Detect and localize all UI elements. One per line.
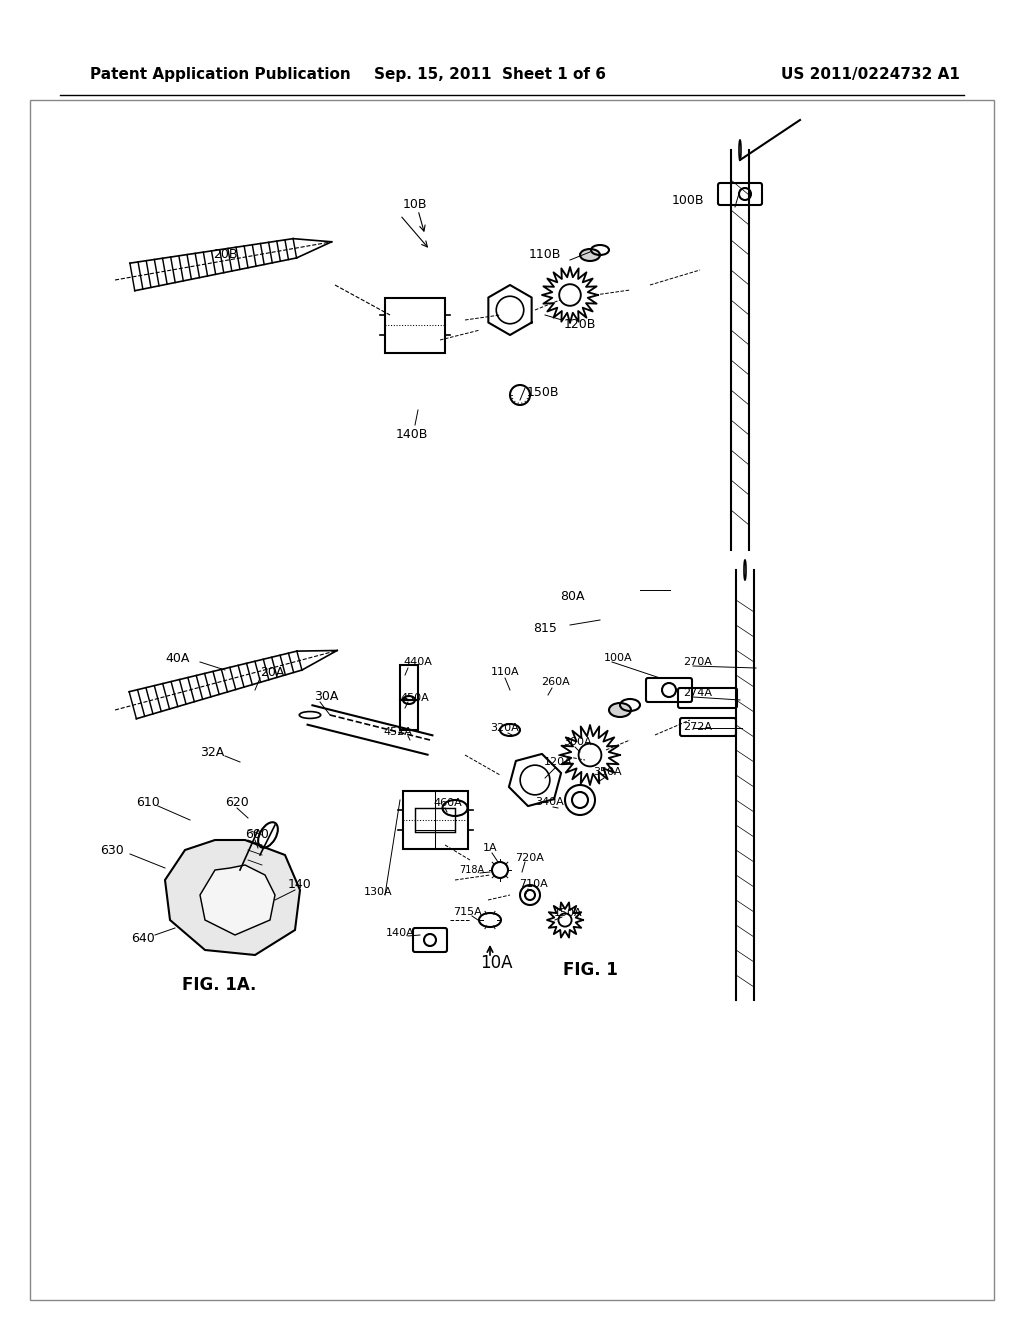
Text: 340A: 340A [536, 797, 564, 807]
Text: 140B: 140B [396, 429, 428, 441]
Text: 600: 600 [245, 829, 269, 842]
Text: 150B: 150B [526, 385, 559, 399]
Text: 140: 140 [288, 879, 312, 891]
Text: 450A: 450A [400, 693, 429, 704]
Text: 610: 610 [136, 796, 160, 808]
Text: 150A: 150A [554, 908, 583, 917]
Text: 10B: 10B [402, 198, 427, 211]
Text: FIG. 1: FIG. 1 [562, 961, 617, 979]
Text: 452A: 452A [384, 727, 413, 737]
Text: 80A: 80A [560, 590, 585, 602]
Text: US 2011/0224732 A1: US 2011/0224732 A1 [780, 67, 959, 82]
Text: 110B: 110B [528, 248, 561, 261]
Text: 20A: 20A [260, 665, 285, 678]
Bar [385, 297, 445, 352]
Text: 10A: 10A [480, 954, 512, 972]
Text: 32A: 32A [200, 746, 224, 759]
Text: 630: 630 [100, 843, 124, 857]
Text: 30A: 30A [313, 689, 338, 702]
Text: 110A: 110A [490, 667, 519, 677]
Text: 715A: 715A [453, 907, 481, 917]
Text: 100A: 100A [604, 653, 632, 663]
Text: 440A: 440A [403, 657, 432, 667]
Text: 120A: 120A [544, 756, 572, 767]
Text: 320A: 320A [490, 723, 519, 733]
Bar [400, 700, 418, 730]
Text: 815: 815 [534, 622, 557, 635]
Text: 140A: 140A [386, 928, 415, 939]
Text: 20B: 20B [213, 248, 238, 261]
Text: 710A: 710A [518, 879, 548, 888]
Ellipse shape [580, 249, 600, 261]
Text: FIG. 1A.: FIG. 1A. [182, 975, 256, 994]
Text: Patent Application Publication: Patent Application Publication [90, 67, 351, 82]
Text: 274A: 274A [683, 688, 713, 698]
Text: 40A: 40A [166, 652, 190, 664]
Ellipse shape [609, 704, 631, 717]
Bar [402, 791, 468, 849]
Text: 130A: 130A [364, 887, 392, 898]
Text: 300A: 300A [563, 737, 592, 747]
Text: 620: 620 [225, 796, 249, 809]
Text: 272A: 272A [683, 722, 713, 733]
Polygon shape [165, 840, 300, 954]
Text: 720A: 720A [515, 853, 545, 863]
Text: 350A: 350A [594, 767, 623, 777]
Bar [400, 665, 418, 700]
Bar [415, 808, 455, 832]
Text: 640: 640 [131, 932, 155, 945]
Text: 120B: 120B [564, 318, 596, 331]
Text: 460A: 460A [433, 799, 463, 808]
Text: Sep. 15, 2011  Sheet 1 of 6: Sep. 15, 2011 Sheet 1 of 6 [374, 67, 606, 82]
Text: 260A: 260A [541, 677, 569, 686]
Polygon shape [200, 865, 275, 935]
Text: 718A: 718A [460, 865, 484, 875]
Text: 100B: 100B [672, 194, 705, 206]
Text: 270A: 270A [684, 657, 713, 667]
Text: 1A: 1A [482, 843, 498, 853]
